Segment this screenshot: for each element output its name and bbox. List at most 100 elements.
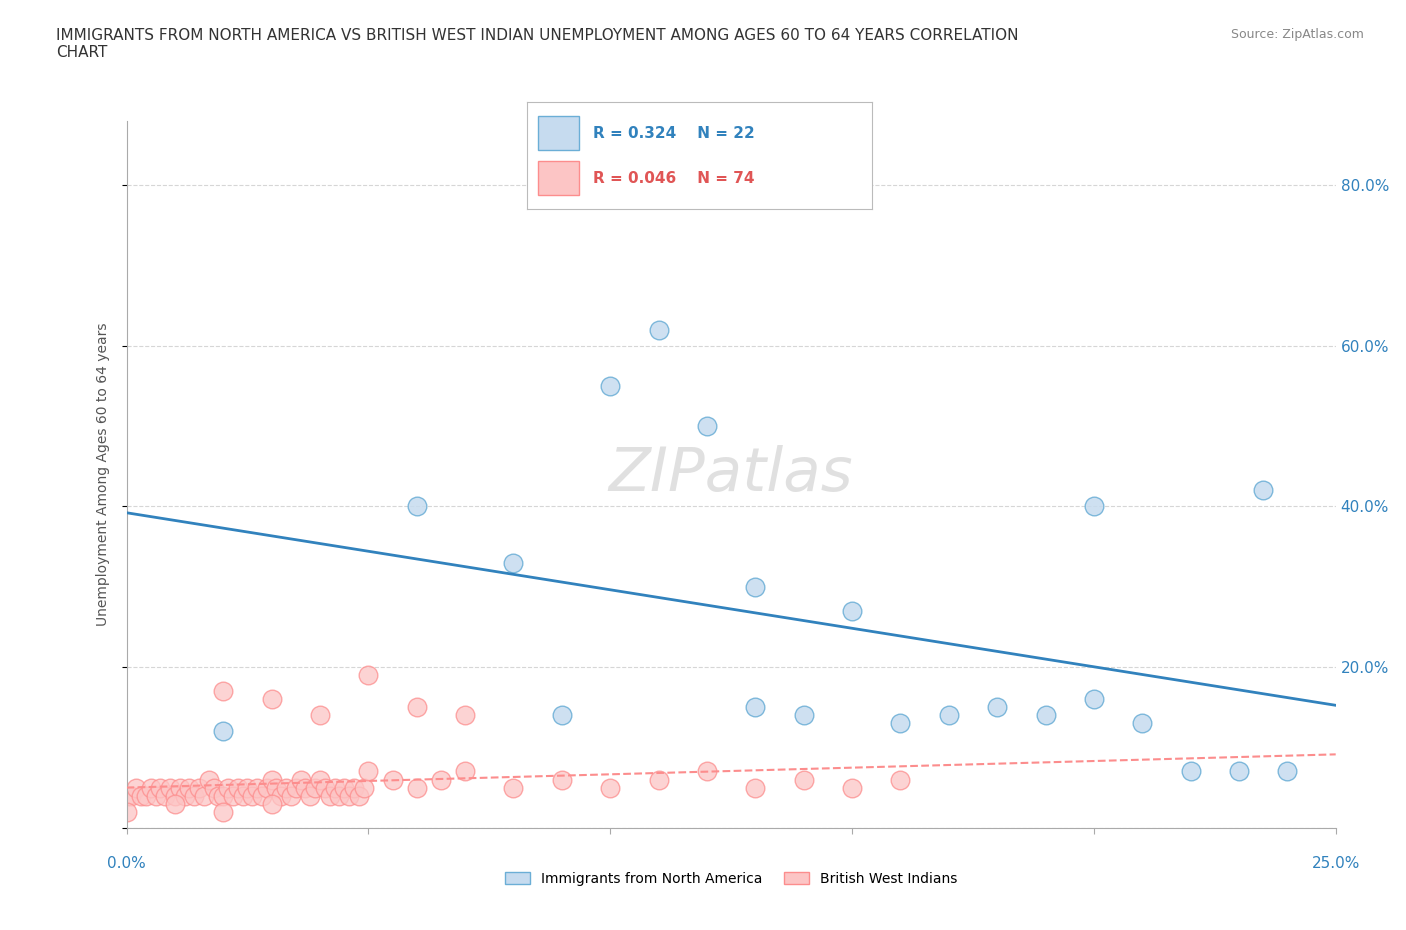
Text: 0.0%: 0.0% (107, 856, 146, 871)
Point (266, 780, 288, 795)
Text: ZIPatlas: ZIPatlas (609, 445, 853, 504)
Point (304, 780, 326, 795)
Point (232, 788, 254, 803)
Point (333, 780, 356, 795)
Point (599, 379, 621, 393)
Point (250, 788, 273, 803)
Point (1083, 499, 1105, 514)
Point (1035, 708, 1057, 723)
Point (115, 788, 138, 803)
Point (145, 788, 167, 803)
Point (246, 780, 269, 795)
Point (1083, 692, 1105, 707)
Point (260, 692, 283, 707)
Point (155, 788, 177, 803)
Point (454, 764, 477, 779)
Point (647, 772, 669, 787)
Point (280, 788, 302, 803)
Point (163, 788, 186, 803)
Point (314, 780, 336, 795)
Point (149, 780, 172, 795)
Y-axis label: Unemployment Among Ages 60 to 64 years: Unemployment Among Ages 60 to 64 years (96, 323, 110, 626)
Point (323, 780, 346, 795)
Point (179, 780, 201, 795)
Legend: Immigrants from North America, British West Indians: Immigrants from North America, British W… (499, 867, 963, 892)
Point (551, 708, 574, 723)
Point (276, 780, 298, 795)
Point (217, 780, 239, 795)
Point (193, 788, 215, 803)
Point (328, 788, 350, 803)
Point (284, 780, 307, 795)
Point (270, 788, 292, 803)
Point (381, 772, 404, 787)
Point (299, 788, 322, 803)
Point (173, 788, 195, 803)
Point (405, 499, 427, 514)
Point (841, 780, 863, 795)
Point (647, 323, 669, 338)
Point (120, 788, 142, 803)
Text: R = 0.046    N = 74: R = 0.046 N = 74 (593, 171, 754, 186)
Point (212, 724, 235, 738)
Point (793, 708, 815, 723)
Point (226, 780, 249, 795)
Point (889, 716, 911, 731)
Point (1130, 716, 1153, 731)
Point (343, 780, 366, 795)
Point (260, 796, 283, 811)
Text: 25.0%: 25.0% (1312, 856, 1360, 871)
Point (405, 699, 427, 714)
Point (309, 772, 332, 787)
Point (551, 772, 574, 787)
Point (405, 780, 427, 795)
Point (986, 699, 1008, 714)
Point (212, 804, 235, 819)
Point (212, 684, 235, 698)
Point (889, 772, 911, 787)
Point (169, 780, 191, 795)
Point (163, 796, 186, 811)
Point (696, 764, 718, 779)
Point (256, 780, 278, 795)
Point (357, 668, 380, 683)
Point (290, 772, 312, 787)
Point (337, 788, 360, 803)
Text: IMMIGRANTS FROM NORTH AMERICA VS BRITISH WEST INDIAN UNEMPLOYMENT AMONG AGES 60 : IMMIGRANTS FROM NORTH AMERICA VS BRITISH… (56, 28, 1019, 60)
Point (159, 780, 181, 795)
Point (129, 788, 152, 803)
Point (212, 788, 235, 803)
Point (744, 699, 766, 714)
Point (202, 780, 225, 795)
Point (502, 780, 524, 795)
Point (309, 708, 332, 723)
Text: Source: ZipAtlas.com: Source: ZipAtlas.com (1230, 28, 1364, 41)
Point (318, 788, 340, 803)
Point (260, 772, 283, 787)
Point (347, 788, 370, 803)
Point (135, 788, 157, 803)
Point (841, 604, 863, 618)
Point (793, 772, 815, 787)
Point (236, 780, 259, 795)
Point (197, 772, 219, 787)
Point (115, 804, 138, 819)
Point (1277, 764, 1299, 779)
Point (744, 579, 766, 594)
Point (696, 418, 718, 433)
Point (454, 708, 477, 723)
Point (599, 780, 621, 795)
Point (357, 764, 380, 779)
Point (353, 780, 375, 795)
Point (222, 788, 245, 803)
Point (188, 780, 211, 795)
Point (1180, 764, 1202, 779)
Point (240, 788, 263, 803)
Point (183, 788, 205, 803)
Point (430, 772, 453, 787)
Point (207, 788, 229, 803)
Point (139, 780, 162, 795)
Point (125, 780, 148, 795)
Bar (537, 161, 579, 195)
Point (1251, 483, 1274, 498)
